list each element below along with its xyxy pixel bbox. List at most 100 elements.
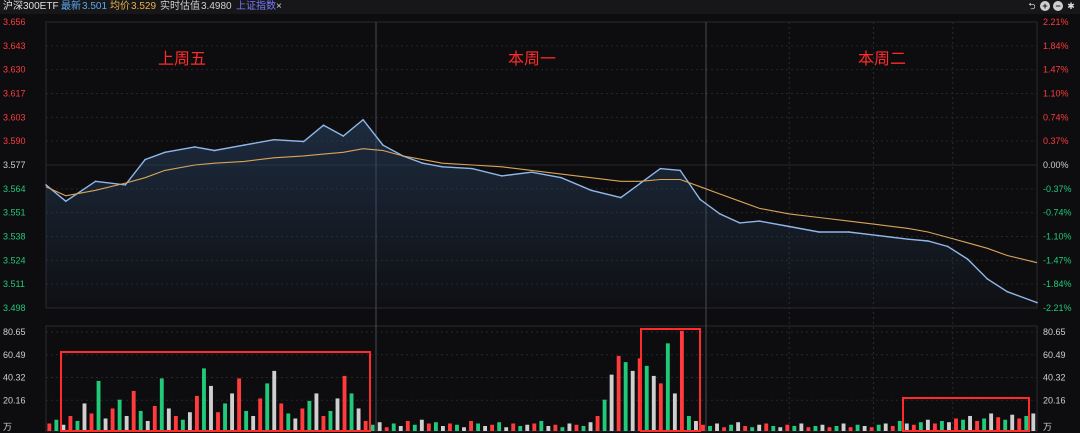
price-point <box>471 167 473 170</box>
y-tick-right: -0.74% <box>1043 208 1072 218</box>
price-point <box>530 171 533 174</box>
price-point <box>441 166 444 168</box>
close-index-button[interactable]: × <box>276 1 282 12</box>
volume-bar <box>574 424 579 431</box>
volume-bar <box>356 408 361 431</box>
y-tick-left: 3.643 <box>3 41 26 51</box>
title-bar: 沪深300ETF 最新 3.501 均价 3.529 实时估值 3.4980 上… <box>0 0 1080 14</box>
minus-icon[interactable]: − <box>1053 1 1063 11</box>
toolbar-icons: ⮌ + − ✱ <box>1027 1 1076 11</box>
volume-bar <box>764 423 769 431</box>
volume-bar <box>61 424 66 431</box>
volume-bar <box>736 422 741 431</box>
volume-bar <box>1024 415 1029 431</box>
volume-bar <box>237 378 242 431</box>
volume-bar <box>152 405 157 431</box>
price-point <box>639 182 642 184</box>
volume-bar <box>996 417 1001 431</box>
volume-bar <box>314 393 319 431</box>
volume-bar <box>230 393 235 431</box>
volume-bar <box>785 424 790 431</box>
volume-bar <box>525 424 530 431</box>
price-point <box>1036 301 1038 304</box>
volume-bar <box>792 425 797 431</box>
avg-price-line <box>45 148 1038 264</box>
y-tick-right: 1.84% <box>1043 41 1069 51</box>
volume-bar <box>440 425 445 431</box>
volume-bar <box>433 422 438 431</box>
volume-bar <box>897 420 902 431</box>
volume-bar <box>743 425 748 431</box>
volume-bar <box>342 375 347 431</box>
price-lines <box>45 118 1038 304</box>
volume-bar <box>511 423 516 431</box>
volume-bar <box>771 425 776 431</box>
volume-bar <box>799 423 804 431</box>
volume-bar <box>961 419 965 431</box>
plus-icon[interactable]: + <box>1040 1 1050 11</box>
price-point <box>907 238 909 241</box>
index-tab[interactable]: 上证指数 <box>236 1 276 12</box>
y-tick-left: 3.590 <box>3 136 26 146</box>
volume-tick-left: 80.65 <box>3 327 26 337</box>
volume-bar <box>54 419 59 431</box>
volume-bar <box>377 422 382 431</box>
volume-bar <box>419 419 424 431</box>
volume-bar <box>679 330 684 431</box>
volume-bar <box>757 424 762 431</box>
volume-bar <box>279 403 284 431</box>
volume-bar <box>159 378 164 431</box>
highlight-box <box>640 328 701 432</box>
volume-bar <box>532 423 537 431</box>
volume-bar <box>940 420 944 431</box>
volume-bar <box>715 423 719 431</box>
volume-bar <box>778 427 783 431</box>
volume-bar <box>258 398 263 431</box>
volume-bar <box>286 413 291 431</box>
volume-bar <box>216 412 220 431</box>
y-tick-left: 3.538 <box>3 232 26 242</box>
y-tick-left: 3.564 <box>3 184 26 194</box>
volume-bar <box>708 425 712 431</box>
volume-bar <box>68 415 73 431</box>
y-tick-left: 3.551 <box>3 208 26 218</box>
volume-bar <box>883 423 888 431</box>
y-tick-right: -1.84% <box>1043 279 1072 289</box>
estimate-label: 实时估值 <box>160 1 200 12</box>
session-annotation: 本周二 <box>858 49 906 68</box>
volume-bar <box>651 375 656 431</box>
volume-bar <box>623 362 628 431</box>
volume-bar <box>813 425 818 431</box>
y-tick-right: 0.74% <box>1043 112 1069 122</box>
volume-bar <box>483 425 488 431</box>
volume-bar <box>187 412 192 431</box>
y-tick-right: -1.10% <box>1043 232 1072 242</box>
volume-bar <box>560 427 565 431</box>
gear-icon[interactable]: ✱ <box>1067 1 1075 11</box>
instrument-name: 沪深300ETF <box>3 1 59 12</box>
price-point <box>322 124 325 126</box>
volume-bar <box>293 418 298 431</box>
y-tick-left: 3.524 <box>3 255 26 265</box>
volume-bar <box>117 399 122 431</box>
volume-bar <box>82 403 87 431</box>
y-tick-right: -2.21% <box>1043 303 1072 313</box>
price-point <box>65 200 67 203</box>
volume-bar <box>932 423 937 431</box>
volume-bar <box>469 420 473 431</box>
volume-bar <box>131 390 136 431</box>
volume-bar <box>349 393 354 431</box>
volume-bar <box>138 410 143 431</box>
volume-tick-right: 60.49 <box>1043 350 1066 360</box>
undo-icon[interactable]: ⮌ <box>1028 1 1036 11</box>
price-point <box>421 162 424 164</box>
volume-bar <box>307 400 312 431</box>
price-point <box>94 180 97 183</box>
avg-label: 均价 <box>110 1 130 12</box>
volume-bar <box>412 424 417 431</box>
y-tick-right: 2.21% <box>1043 17 1069 27</box>
price-point <box>382 144 384 146</box>
price-point <box>659 167 662 170</box>
price-point <box>986 278 989 280</box>
volume-bar <box>1031 413 1036 431</box>
